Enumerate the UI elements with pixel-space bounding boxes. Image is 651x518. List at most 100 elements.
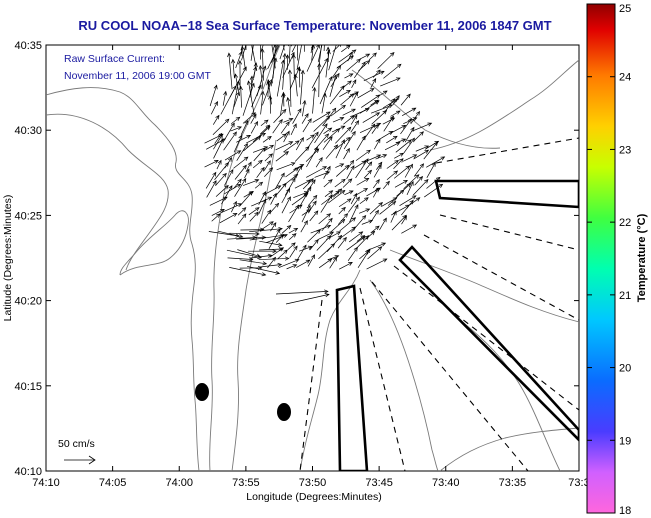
- current-arrow: [319, 76, 333, 105]
- current-arrow: [273, 108, 287, 124]
- current-arrow: [318, 231, 335, 240]
- current-arrow: [365, 161, 373, 171]
- current-arrow: [403, 174, 420, 189]
- current-arrow: [348, 231, 364, 243]
- current-arrow: [227, 52, 233, 90]
- current-arrow: [406, 181, 414, 196]
- current-arrow: [353, 61, 366, 79]
- current-arrow: [256, 166, 265, 178]
- current-arrow: [370, 209, 379, 223]
- current-arrow: [248, 249, 277, 254]
- coastline-contours: [46, 45, 579, 471]
- current-arrow: [258, 64, 264, 90]
- y-axis-label: Latitude (Degrees:Minutes): [2, 195, 14, 322]
- colorbar: 25 24 23 22 21 20 19 18 Temperature (°C): [586, 3, 648, 517]
- current-arrow: [229, 231, 260, 236]
- current-arrow: [355, 149, 371, 161]
- x-tick-label: 73:40: [432, 477, 460, 489]
- current-arrow: [343, 147, 350, 160]
- current-arrow: [411, 122, 433, 132]
- current-arrow: [294, 179, 312, 189]
- current-arrow: [249, 253, 273, 259]
- scale-label: 50 cm/s: [58, 438, 95, 450]
- current-arrow: [252, 125, 271, 143]
- current-arrow: [224, 150, 242, 161]
- current-arrow: [306, 134, 315, 141]
- current-arrow: [233, 156, 249, 169]
- current-arrow: [371, 110, 388, 125]
- current-arrow: [244, 168, 250, 179]
- current-arrow: [230, 126, 242, 132]
- current-arrow: [312, 111, 331, 123]
- current-arrow: [309, 210, 319, 222]
- current-arrow: [212, 114, 220, 125]
- current-arrow: [371, 123, 379, 134]
- current-arrow: [300, 69, 305, 105]
- current-arrow: [410, 110, 421, 125]
- current-arrow: [375, 154, 388, 160]
- current-arrow: [270, 192, 277, 205]
- map-contents: Raw Surface Current: November 11, 2006 1…: [46, 45, 579, 471]
- current-arrow: [242, 82, 255, 116]
- current-arrow: [287, 69, 292, 107]
- current-arrow: [308, 200, 317, 213]
- current-arrow: [413, 149, 430, 160]
- current-arrow: [400, 93, 411, 106]
- current-arrow: [241, 45, 244, 52]
- depth-contour-g: [351, 69, 501, 149]
- current-arrow: [296, 45, 302, 70]
- current-arrow: [217, 230, 244, 239]
- current-arrow: [250, 113, 257, 124]
- current-arrow: [359, 197, 369, 205]
- current-arrow: [426, 156, 446, 168]
- current-arrow: [281, 196, 291, 214]
- x-tick-label: 73:45: [365, 477, 393, 489]
- current-arrow: [379, 201, 397, 215]
- current-arrow: [266, 79, 272, 105]
- current-arrow: [356, 177, 370, 186]
- current-arrow: [223, 183, 242, 195]
- current-arrow: [340, 93, 355, 106]
- depth-contour-i: [459, 319, 561, 471]
- current-arrow: [297, 45, 299, 61]
- current-arrow: [283, 117, 294, 123]
- current-arrow: [337, 226, 357, 241]
- current-arrow: [246, 80, 255, 114]
- current-arrow: [338, 49, 357, 63]
- current-arrow: [253, 147, 266, 162]
- current-arrow: [209, 84, 218, 107]
- current-arrow: [317, 62, 322, 98]
- colorbar-label: Temperature (°C): [636, 213, 648, 302]
- x-tick-label: 74:10: [32, 477, 60, 489]
- current-arrow: [386, 159, 399, 169]
- current-arrow: [236, 143, 248, 161]
- current-arrow: [382, 98, 399, 109]
- current-arrow: [282, 52, 287, 90]
- beam-solid-3: [335, 284, 369, 471]
- colorbar-tick-label: 23: [619, 144, 631, 156]
- current-arrow: [332, 45, 342, 52]
- current-arrow: [239, 259, 268, 266]
- current-arrow: [402, 154, 418, 162]
- current-arrow: [295, 136, 304, 151]
- current-arrow: [214, 162, 230, 180]
- current-arrow: [299, 186, 312, 207]
- current-arrow: [370, 78, 377, 88]
- current-arrow: [363, 70, 385, 82]
- current-arrow: [380, 77, 401, 87]
- current-arrow: [260, 119, 269, 127]
- map-area: Raw Surface Current: November 11, 2006 1…: [2, 40, 590, 503]
- colorbar-tick-label: 25: [619, 3, 631, 15]
- x-axis-label: Longitude (Degrees:Minutes): [246, 491, 381, 503]
- current-arrow: [369, 201, 383, 215]
- current-arrow: [311, 57, 329, 89]
- current-arrow: [400, 118, 412, 135]
- current-arrow: [286, 96, 291, 116]
- current-arrow: [370, 225, 380, 234]
- current-arrow: [323, 127, 333, 135]
- current-arrow: [260, 48, 265, 81]
- current-arrow: [373, 138, 381, 150]
- current-arrow: [219, 212, 238, 224]
- current-arrow: [262, 135, 272, 143]
- current-arrow: [288, 233, 297, 241]
